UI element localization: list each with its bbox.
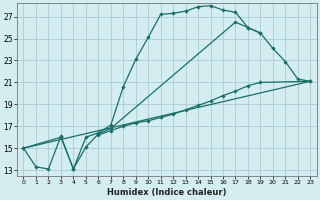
X-axis label: Humidex (Indice chaleur): Humidex (Indice chaleur) bbox=[107, 188, 227, 197]
